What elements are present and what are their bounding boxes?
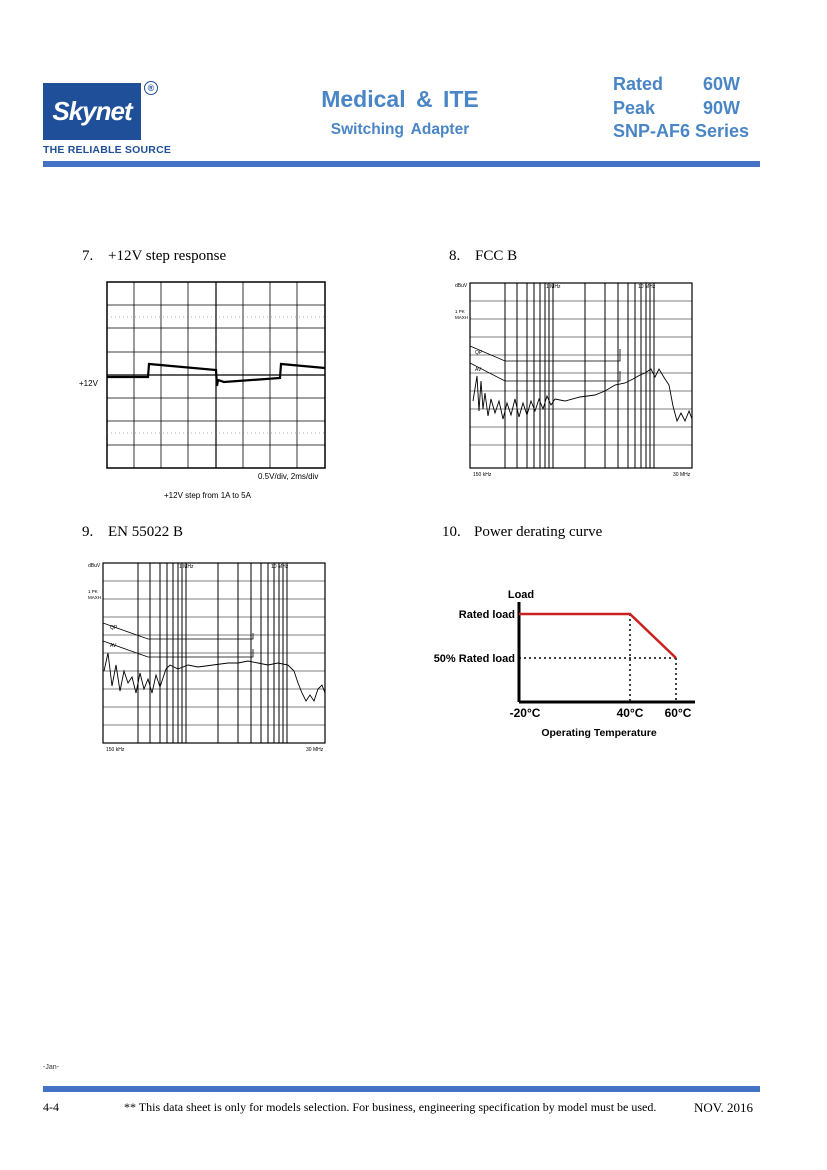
- section-7-heading: 7. +12V step response: [82, 248, 226, 265]
- trace-mode-label: MAXH: [455, 315, 468, 320]
- freq-start-label: 150 kHz: [106, 747, 125, 753]
- footer-disclaimer: ** This data sheet is only for models se…: [124, 1100, 657, 1114]
- section-number: 10.: [442, 524, 461, 540]
- section-title: Power derating curve: [474, 524, 603, 540]
- y-axis-title: Load: [508, 589, 534, 601]
- section-8-heading: 8. FCC B: [449, 248, 517, 265]
- freq-10mhz-label: 10 MHz: [638, 284, 656, 290]
- x-tick-label: -20°C: [510, 706, 541, 720]
- fcc-b-emi-plot: dBuV 1 PK MAXH QP AV 1 MHz 10 MHz 150 kH…: [455, 282, 693, 478]
- page-number: 4-4: [43, 1100, 59, 1114]
- x-axis-title: Operating Temperature: [541, 727, 656, 739]
- document-subtitle: Switching Adapter: [330, 121, 470, 138]
- section-10-heading: 10. Power derating curve: [442, 524, 602, 541]
- header-divider: [43, 161, 760, 167]
- channel-label: +12V: [79, 379, 99, 388]
- section-number: 8.: [449, 248, 461, 264]
- step-response-oscilloscope: +12V 0.5V/div, 2ms/div +12V step from 1A…: [79, 281, 326, 500]
- series-name: SNP-AF6 Series: [613, 121, 750, 141]
- logo-background: [43, 83, 141, 140]
- spec-rated-value: 60W: [703, 74, 741, 94]
- footer-date: NOV. 2016: [694, 1100, 753, 1115]
- scope-scale-label: 0.5V/div, 2ms/div: [258, 472, 318, 481]
- x-tick-label: 40°C: [617, 706, 644, 720]
- limit-av-label: AV: [110, 643, 117, 649]
- section-title: +12V step response: [108, 248, 227, 264]
- freq-start-label: 150 kHz: [473, 472, 492, 478]
- freq-end-label: 30 MHz: [306, 747, 324, 753]
- footer-divider: [43, 1086, 760, 1092]
- y-tick-rated-load: Rated load: [459, 609, 515, 621]
- power-derating-chart: Load Rated load 50% Rated load Operating…: [434, 589, 695, 739]
- en55022-b-emi-plot: dBuV 1 PK MAXH QP AV 1 MHz 10 MHz 150 kH…: [88, 562, 326, 753]
- y-tick-half-load: 50% Rated load: [434, 653, 515, 665]
- freq-10mhz-label: 10 MHz: [271, 564, 289, 570]
- section-title: FCC B: [475, 248, 518, 264]
- spec-rated-label: Rated: [613, 74, 664, 94]
- section-title: EN 55022 B: [108, 524, 183, 540]
- brand-tagline: THE RELIABLE SOURCE: [43, 144, 172, 156]
- derating-curve-line: [519, 612, 677, 659]
- limit-qp-label: QP: [110, 625, 118, 631]
- y-unit-label: dBuV: [455, 283, 468, 289]
- limit-qp-label: QP: [475, 350, 483, 356]
- spec-peak-label: Peak: [613, 98, 656, 118]
- brand-logo: Skynet: [52, 96, 132, 126]
- limit-av-label: AV: [475, 367, 482, 373]
- freq-1mhz-label: 1 MHz: [546, 284, 561, 290]
- step-caption: +12V step from 1A to 5A: [164, 491, 252, 500]
- registered-mark: ®: [144, 81, 158, 95]
- x-tick-label: 60°C: [665, 706, 692, 720]
- y-unit-label: dBuV: [88, 563, 101, 569]
- trace-mode-label: MAXH: [88, 595, 101, 600]
- section-9-heading: 9. EN 55022 B: [82, 524, 183, 541]
- document-title: Medical & ITE: [321, 86, 479, 112]
- section-number: 9.: [82, 524, 94, 540]
- freq-1mhz-label: 1 MHz: [179, 564, 194, 570]
- footer-tiny-mark: -Jan-: [43, 1064, 59, 1071]
- spec-peak-value: 90W: [703, 98, 741, 118]
- detector-label: 1 PK: [88, 589, 98, 594]
- detector-label: 1 PK: [455, 309, 465, 314]
- freq-end-label: 30 MHz: [673, 472, 691, 478]
- section-number: 7.: [82, 248, 94, 264]
